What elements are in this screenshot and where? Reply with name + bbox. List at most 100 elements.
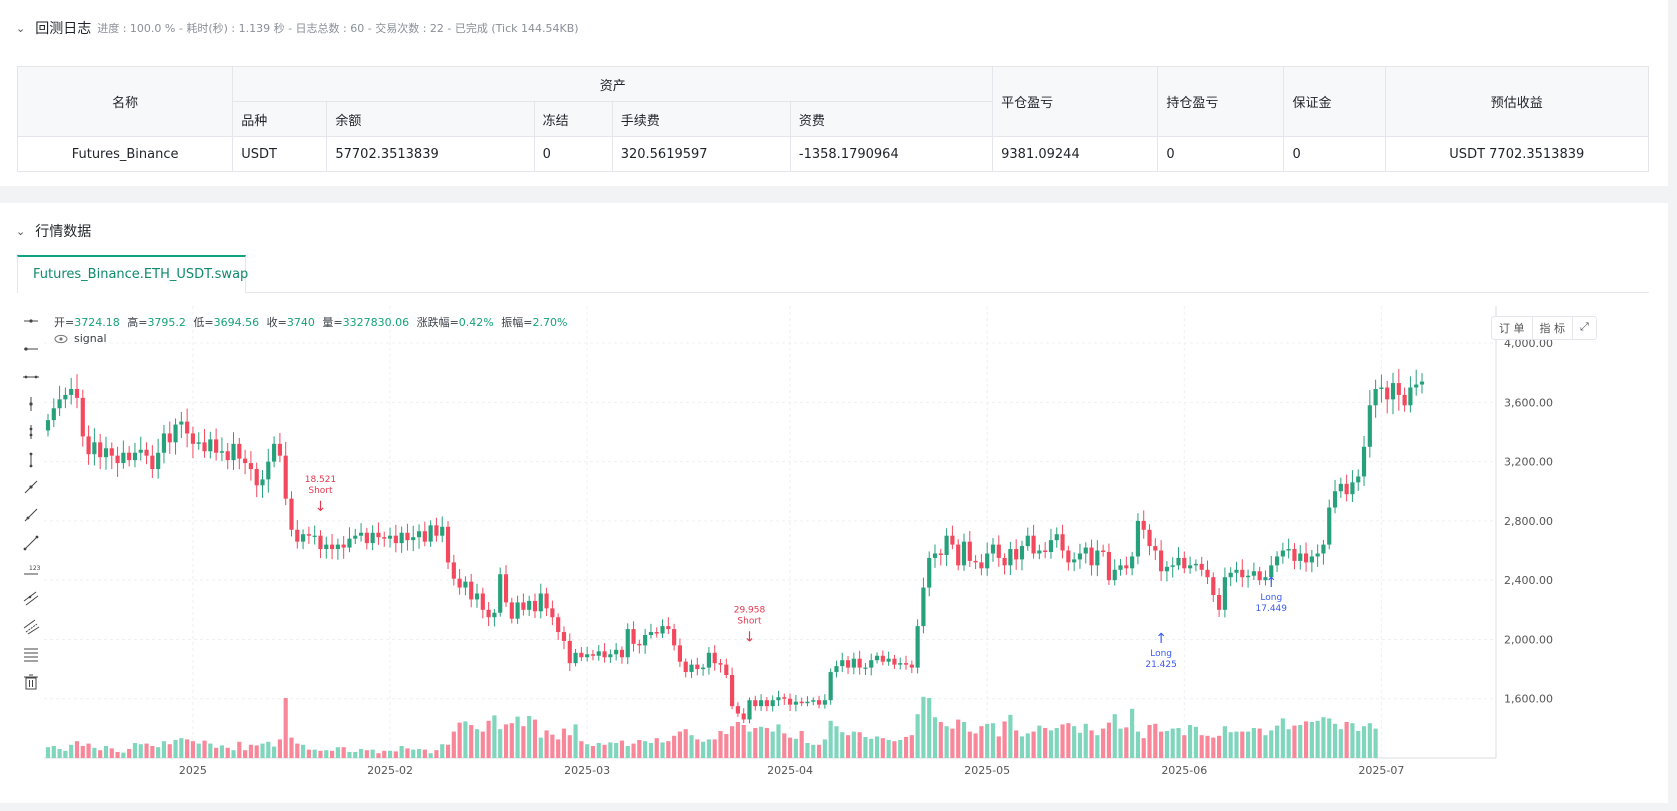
volume-bar bbox=[753, 728, 758, 758]
fibonacci-icon[interactable] bbox=[20, 640, 42, 668]
volume-bar bbox=[1095, 735, 1100, 758]
trash-icon[interactable] bbox=[20, 668, 42, 696]
candle bbox=[660, 626, 665, 634]
candle bbox=[903, 663, 909, 665]
parallel-channel-icon[interactable] bbox=[20, 585, 42, 613]
candle bbox=[306, 534, 311, 536]
candle bbox=[857, 658, 862, 668]
candle bbox=[237, 443, 242, 459]
volume-bar bbox=[480, 731, 485, 758]
ray-line-icon[interactable] bbox=[20, 502, 42, 530]
volume-bar bbox=[225, 747, 230, 758]
candle bbox=[1130, 556, 1135, 569]
fullscreen-icon[interactable]: ⤢ bbox=[1580, 320, 1589, 333]
signal-legend[interactable]: signal bbox=[54, 332, 107, 345]
price-label-icon[interactable]: 123 bbox=[20, 557, 42, 585]
chevron-down-icon[interactable]: ⌄ bbox=[16, 21, 26, 35]
horizontal-line-icon[interactable] bbox=[20, 308, 42, 336]
col-frozen-header: 冻结 bbox=[533, 101, 613, 137]
candle bbox=[579, 652, 584, 658]
volume-bar bbox=[967, 731, 972, 758]
candle bbox=[1350, 482, 1355, 495]
price-channel-icon[interactable] bbox=[20, 613, 42, 641]
vertical-line-icon[interactable] bbox=[20, 391, 42, 419]
candle bbox=[776, 697, 781, 701]
volume-bar bbox=[805, 743, 810, 758]
volume-bar bbox=[509, 723, 514, 758]
candle bbox=[127, 452, 132, 461]
candle bbox=[1083, 547, 1088, 554]
candle bbox=[63, 394, 68, 400]
chevron-down-icon[interactable]: ⌄ bbox=[16, 224, 26, 238]
candle bbox=[469, 581, 474, 600]
candle bbox=[1373, 388, 1378, 406]
volume-bar bbox=[1228, 732, 1233, 758]
candle bbox=[567, 640, 572, 664]
candle bbox=[324, 544, 329, 550]
vertical-segment-icon[interactable] bbox=[20, 446, 42, 474]
extended-line-icon[interactable] bbox=[20, 363, 42, 391]
candle bbox=[851, 658, 856, 668]
volume-bar bbox=[909, 735, 914, 758]
volume-bar bbox=[886, 740, 891, 758]
volume-bar bbox=[469, 725, 474, 758]
volume-bar bbox=[329, 750, 335, 758]
log-header[interactable]: ⌄ 回测日志 进度 : 100.0 % - 耗时(秒) : 1.139 秒 - … bbox=[16, 18, 579, 38]
candle bbox=[121, 452, 126, 464]
candle bbox=[173, 424, 178, 443]
vertical-ray-icon[interactable] bbox=[20, 419, 42, 447]
candle bbox=[92, 442, 97, 455]
amp-value: 2.70% bbox=[532, 316, 568, 329]
candle bbox=[457, 578, 462, 588]
candle bbox=[463, 581, 468, 588]
candle bbox=[689, 664, 694, 673]
candle bbox=[1240, 569, 1245, 578]
candle bbox=[1419, 381, 1425, 385]
candle bbox=[556, 617, 561, 633]
segment-icon[interactable] bbox=[20, 530, 42, 558]
col-assets-header: 资产 bbox=[232, 66, 994, 102]
volume-bar bbox=[98, 750, 103, 758]
order-button[interactable]: 订 单 bbox=[1492, 317, 1533, 339]
candle bbox=[109, 448, 114, 456]
volume-bar bbox=[979, 726, 984, 758]
candle bbox=[921, 587, 926, 627]
candle bbox=[741, 713, 746, 720]
candle bbox=[295, 529, 300, 542]
trend-line-icon[interactable] bbox=[20, 474, 42, 502]
volume-bar bbox=[944, 726, 949, 758]
candle bbox=[416, 531, 422, 538]
volume-bar bbox=[567, 735, 572, 758]
cell-frozen: 0 bbox=[533, 136, 613, 172]
candle bbox=[892, 658, 897, 665]
chart-buttons: 订 单 指 标 ⤢ bbox=[1491, 316, 1597, 340]
candle bbox=[329, 544, 335, 550]
candlestick-chart[interactable]: 4,000.00 3,600.00 3,200.00 2,800.00 2,400.00… bbox=[44, 306, 1604, 796]
candle bbox=[1124, 565, 1129, 569]
volume-bar bbox=[527, 716, 532, 758]
tab-eth-usdt-swap[interactable]: Futures_Binance.ETH_USDT.swap bbox=[17, 255, 248, 293]
candle bbox=[150, 455, 155, 470]
candle bbox=[1188, 565, 1193, 569]
candle bbox=[1303, 553, 1309, 563]
volume-bar bbox=[237, 741, 242, 758]
volume-bar bbox=[318, 750, 323, 758]
volume-bar bbox=[202, 740, 207, 758]
volume-bar bbox=[301, 744, 306, 758]
market-header[interactable]: ⌄ 行情数据 bbox=[16, 221, 91, 241]
volume-bar bbox=[579, 741, 584, 758]
drawing-toolbar: 123 bbox=[20, 308, 42, 696]
candle bbox=[701, 667, 706, 670]
eye-icon[interactable] bbox=[54, 334, 68, 344]
open-label: 开= bbox=[54, 316, 75, 329]
indicator-button[interactable]: 指 标 bbox=[1533, 317, 1573, 339]
candle bbox=[973, 560, 978, 563]
candle bbox=[834, 666, 839, 673]
volume-bar bbox=[956, 719, 961, 758]
volume-bar bbox=[1257, 728, 1262, 758]
long-arrow: ↑ bbox=[1265, 575, 1277, 591]
volume-bar bbox=[1251, 728, 1256, 758]
candle bbox=[805, 701, 810, 704]
horizontal-ray-icon[interactable] bbox=[20, 336, 42, 364]
market-title: 行情数据 bbox=[35, 224, 92, 240]
